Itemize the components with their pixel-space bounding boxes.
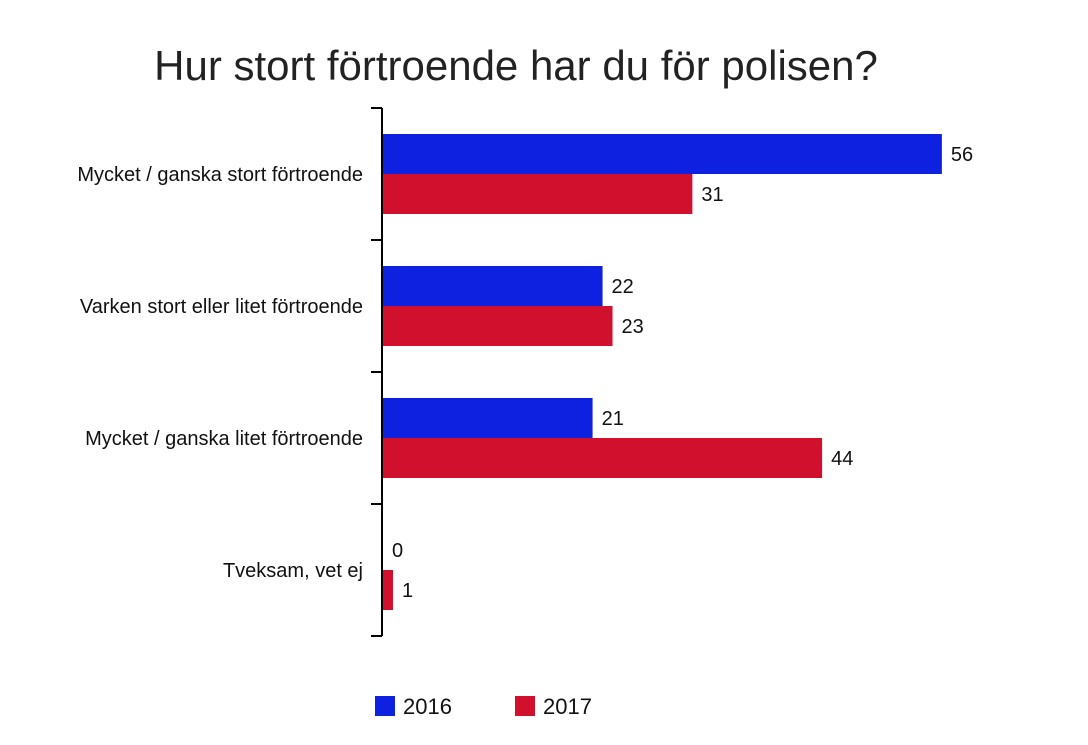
data-label: 0 bbox=[392, 540, 403, 562]
data-label: 56 bbox=[951, 144, 973, 166]
bar-2017 bbox=[383, 174, 693, 214]
data-label: 23 bbox=[622, 316, 644, 338]
category-labels: Mycket / ganska stort förtroende Varken s… bbox=[77, 164, 363, 582]
legend-label: 2016 bbox=[403, 694, 452, 719]
bar-2017 bbox=[383, 570, 393, 610]
chart-title: Hur stort förtroende har du för polisen? bbox=[154, 42, 878, 89]
legend: 2016 2017 bbox=[375, 694, 592, 719]
y-axis bbox=[371, 107, 383, 637]
category-label: Varken stort eller litet förtroende bbox=[80, 296, 363, 318]
data-label: 31 bbox=[701, 184, 723, 206]
bars bbox=[383, 134, 942, 610]
legend-label: 2017 bbox=[543, 694, 592, 719]
legend-swatch-2016 bbox=[375, 696, 395, 716]
bar-2017 bbox=[383, 438, 823, 478]
category-label: Tveksam, vet ej bbox=[223, 560, 363, 582]
data-label: 44 bbox=[831, 448, 853, 470]
data-labels: 56 31 22 23 21 44 0 1 bbox=[392, 144, 973, 602]
category-label: Mycket / ganska litet förtroende bbox=[85, 428, 363, 450]
bar-2017 bbox=[383, 306, 613, 346]
data-label: 1 bbox=[402, 580, 413, 602]
category-label: Mycket / ganska stort förtroende bbox=[77, 164, 363, 186]
data-label: 21 bbox=[602, 408, 624, 430]
legend-swatch-2017 bbox=[515, 696, 535, 716]
bar-2016 bbox=[383, 134, 942, 174]
bar-2016 bbox=[383, 266, 603, 306]
bar-2016 bbox=[383, 398, 593, 438]
data-label: 22 bbox=[612, 276, 634, 298]
